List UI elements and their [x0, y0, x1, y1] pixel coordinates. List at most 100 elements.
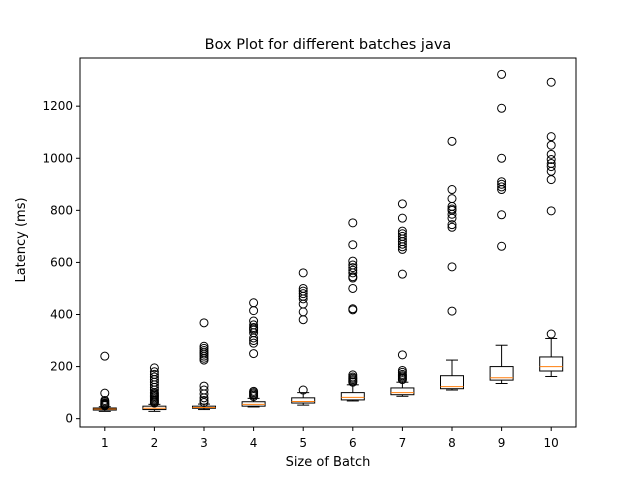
box-iqr: [340, 392, 365, 401]
outlier-point: [149, 398, 159, 408]
outlier-point: [447, 220, 457, 230]
outlier-point: [546, 140, 556, 150]
outlier-point: [397, 239, 407, 249]
outlier-point: [497, 210, 507, 220]
outlier-point: [397, 350, 407, 360]
outlier-point: [447, 185, 457, 195]
x-axis-label: Size of Batch: [286, 455, 371, 470]
outlier-point: [447, 209, 457, 219]
y-tick-label: 0: [65, 412, 73, 426]
box-group-1: [92, 351, 117, 412]
x-tick-label: 2: [151, 436, 159, 450]
outlier-point: [249, 392, 259, 402]
outlier-point: [546, 155, 556, 165]
chart-title: Box Plot for different batches java: [205, 37, 452, 53]
x-tick-label: 6: [349, 436, 357, 450]
outlier-point: [348, 370, 358, 380]
x-tick-label: 7: [399, 436, 407, 450]
outlier-point: [348, 256, 358, 266]
box-group-6: [340, 218, 365, 402]
outlier-point: [546, 77, 556, 87]
outlier-point: [546, 149, 556, 159]
outlier-point: [249, 336, 259, 346]
outlier-point: [348, 268, 358, 278]
box-iqr: [440, 375, 464, 390]
outlier-point: [397, 269, 407, 279]
outlier-point: [497, 69, 507, 79]
outlier-point: [348, 305, 358, 315]
outlier-point: [397, 375, 407, 385]
outlier-point: [497, 179, 507, 189]
x-tick-label: 3: [200, 436, 208, 450]
outlier-point: [298, 385, 308, 395]
box-iqr: [489, 366, 514, 381]
x-tick-label: 9: [498, 436, 506, 450]
outlier-point: [348, 273, 358, 283]
box-group-10: [539, 77, 564, 377]
y-tick-label: 1000: [42, 151, 73, 165]
box-group-5: [291, 268, 316, 406]
outlier-point: [348, 283, 358, 293]
box-group-8: [440, 136, 464, 391]
outlier-point: [298, 294, 308, 304]
box-group-7: [390, 199, 415, 397]
y-axis-label: Latency (ms): [14, 197, 29, 282]
outlier-point: [397, 367, 407, 377]
outlier-point: [100, 401, 110, 411]
outlier-point: [100, 388, 110, 398]
box-group-3: [192, 318, 216, 411]
outlier-point: [447, 222, 457, 232]
outlier-point: [199, 351, 209, 361]
outlier-point: [348, 218, 358, 228]
x-tick-label: 4: [250, 436, 258, 450]
outlier-point: [397, 242, 407, 252]
outlier-point: [199, 349, 209, 359]
x-tick-label: 8: [448, 436, 456, 450]
outlier-point: [199, 398, 209, 408]
outlier-point: [199, 355, 209, 365]
outlier-point: [546, 206, 556, 216]
outlier-point: [497, 153, 507, 163]
outlier-point: [298, 289, 308, 299]
outlier-point: [249, 349, 259, 359]
plot-area: 0 200 400 600 800 1000 1200 1 2 3 4 5 6 7 8 9 10: [42, 57, 577, 450]
box-iqr: [390, 387, 415, 396]
outlier-point: [298, 268, 308, 278]
outlier-point: [397, 199, 407, 209]
outlier-point: [348, 377, 358, 387]
x-tick-label: 10: [544, 436, 559, 450]
outlier-point: [546, 329, 556, 339]
y-tick-label: 200: [50, 360, 73, 374]
outlier-point: [447, 262, 457, 272]
box-iqr: [539, 356, 564, 372]
outlier-point: [249, 306, 259, 316]
box-group-4: [241, 298, 266, 408]
outlier-point: [546, 175, 556, 185]
y-tick-label: 800: [50, 203, 73, 217]
outlier-point: [298, 315, 308, 325]
outlier-point: [199, 318, 209, 328]
box-iqr: [291, 397, 316, 404]
outlier-point: [249, 338, 259, 348]
outlier-point: [397, 244, 407, 254]
outlier-point: [199, 395, 209, 405]
outlier-point: [447, 213, 457, 223]
x-tick-label: 5: [299, 436, 307, 450]
outlier-point: [348, 240, 358, 250]
outlier-point: [497, 185, 507, 195]
outlier-point: [497, 241, 507, 251]
y-tick-label: 400: [50, 308, 73, 322]
outlier-point: [546, 162, 556, 172]
outlier-point: [497, 103, 507, 113]
outlier-point: [199, 389, 209, 399]
outlier-point: [199, 393, 209, 403]
outlier-point: [348, 263, 358, 273]
y-tick-label: 1200: [42, 99, 73, 113]
box-group-9: [489, 69, 514, 385]
y-tick-label: 600: [50, 255, 73, 269]
outlier-point: [249, 333, 259, 343]
axes-frame: [79, 57, 577, 428]
outlier-point: [397, 213, 407, 223]
